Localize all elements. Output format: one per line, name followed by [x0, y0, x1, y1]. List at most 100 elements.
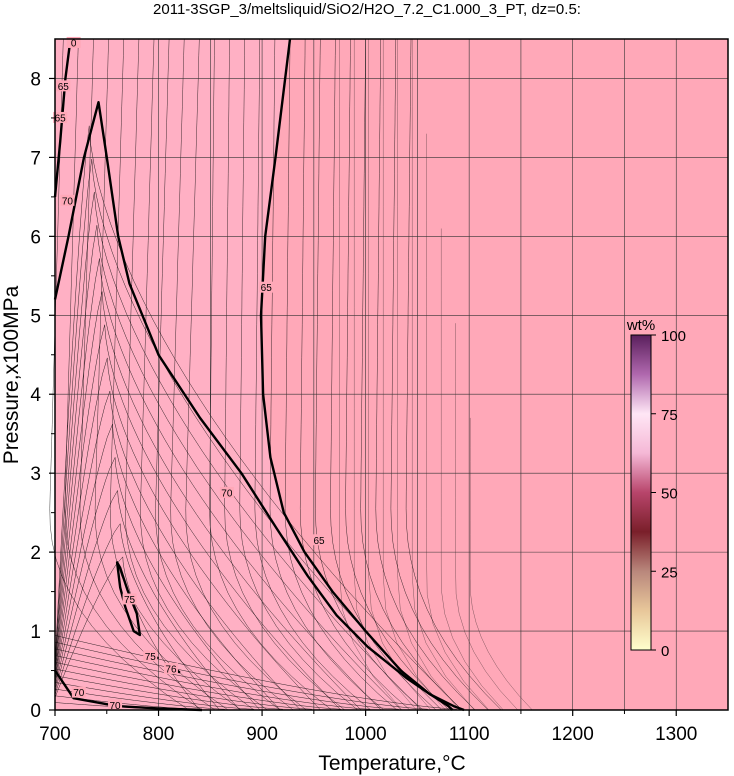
contour-70	[53, 101, 454, 711]
contour-line	[125, 38, 255, 711]
contour-label: 0	[71, 38, 77, 49]
contour-label-bg	[66, 36, 81, 48]
contour-line	[107, 357, 321, 711]
contour-line	[470, 417, 533, 711]
contour-line	[91, 158, 442, 711]
y-tick-label: 7	[30, 148, 41, 169]
contour-line	[360, 38, 463, 711]
contour-75	[115, 561, 142, 637]
contour-label: 65	[261, 283, 273, 294]
contour-line	[88, 125, 463, 711]
contour-line	[54, 258, 100, 674]
contour-line	[284, 38, 398, 711]
contour-line	[390, 38, 489, 711]
colorbar: wt% 0 25 50 75 100	[626, 317, 686, 660]
contour-label: 65	[55, 113, 67, 124]
plot-frame	[54, 38, 729, 711]
x-axis-label: Temperature,°C	[318, 752, 465, 775]
contour-line	[170, 38, 294, 711]
contour-label-bg	[312, 534, 327, 546]
contour-line	[79, 38, 216, 711]
colorbar-ticks: 0 25 50 75 100	[651, 328, 686, 660]
contour-label-bg	[56, 80, 71, 92]
contour-line	[368, 39, 431, 711]
y-tick-label: 4	[30, 385, 41, 406]
contour-line	[315, 38, 424, 711]
contour-label: 75	[124, 595, 136, 606]
x-axis-ticks: 700 800 900 1000 1100 1200 1300	[39, 710, 697, 745]
colorbar-scale	[630, 334, 652, 651]
contour-line	[54, 556, 123, 698]
contour-line	[54, 158, 93, 666]
contour-line	[426, 133, 489, 711]
colorbar-title: wt%	[626, 317, 655, 334]
contour-label-bg	[259, 281, 274, 293]
contour-label: 70	[62, 196, 74, 207]
contour-line	[114, 457, 261, 711]
contour-line	[101, 291, 362, 711]
x-tick-label: 800	[143, 724, 175, 745]
contour-label-bg	[143, 650, 158, 662]
contour-line	[54, 648, 399, 710]
colorbar-tick-label: 50	[661, 486, 678, 503]
contour-line	[117, 490, 240, 711]
colorbar-tick-label: 75	[661, 407, 678, 424]
contour-line	[345, 38, 450, 711]
y-tick-label: 8	[30, 69, 41, 90]
colorbar-tick-label: 100	[661, 328, 686, 345]
x-tick-label: 1100	[449, 724, 490, 745]
y-tick-label: 2	[30, 543, 41, 564]
contour-label: 65	[313, 536, 325, 547]
contour-line	[330, 38, 437, 711]
contour-line	[112, 424, 281, 711]
contour-line	[455, 323, 518, 711]
y-tick-label: 6	[30, 227, 41, 248]
y-tick-label: 5	[30, 306, 41, 327]
contour-line	[119, 523, 220, 711]
contour-label: 70	[109, 701, 121, 712]
contour-label-bg	[60, 194, 75, 206]
contour-lines	[49, 38, 533, 711]
contour-line	[54, 457, 116, 690]
contour-line	[54, 324, 105, 680]
contour-line	[54, 655, 370, 710]
x-tick-label: 1000	[344, 724, 386, 745]
contour-line	[155, 38, 281, 711]
x-tick-label: 700	[39, 724, 71, 745]
contour-line	[354, 39, 417, 711]
x-tick-label: 900	[246, 724, 278, 745]
y-tick-label: 0	[30, 701, 41, 722]
contour-line	[96, 225, 402, 711]
contour-label-bg	[53, 111, 68, 123]
contour-line	[185, 38, 307, 711]
contour-line	[140, 38, 268, 711]
contour-line	[99, 258, 382, 711]
contour-line	[54, 635, 457, 710]
contour-line	[209, 38, 332, 711]
contour-line	[54, 125, 90, 664]
contour-line	[54, 682, 254, 710]
y-tick-label: 3	[30, 464, 41, 485]
contour-line	[64, 38, 203, 711]
contour-labels: 70 65 70 65 75 75 76 70 70 65 65 0	[53, 36, 327, 712]
contour-label-bg	[122, 593, 137, 605]
contour-line	[54, 424, 113, 688]
contour-line	[54, 225, 98, 672]
contour-label-bg	[108, 699, 123, 711]
labeled-contours	[53, 38, 465, 712]
contour-label: 70	[221, 488, 233, 499]
plot-area: 70 65 70 65 75 75 76 70 70 65 65 0	[49, 36, 729, 712]
contour-line	[441, 228, 504, 711]
high-silica-field	[55, 39, 464, 710]
contour-line	[54, 490, 118, 693]
y-axis-ticks: 0 1 2 3 4 5 6 7 8	[30, 69, 55, 722]
contour-label-bg	[219, 486, 234, 498]
contour-line	[405, 38, 502, 711]
contour-line	[54, 192, 95, 669]
contour-line	[54, 291, 103, 677]
contour-label: 76	[165, 664, 177, 675]
contour-line	[412, 39, 475, 711]
contour-line	[299, 38, 411, 711]
contour-line	[224, 38, 345, 711]
